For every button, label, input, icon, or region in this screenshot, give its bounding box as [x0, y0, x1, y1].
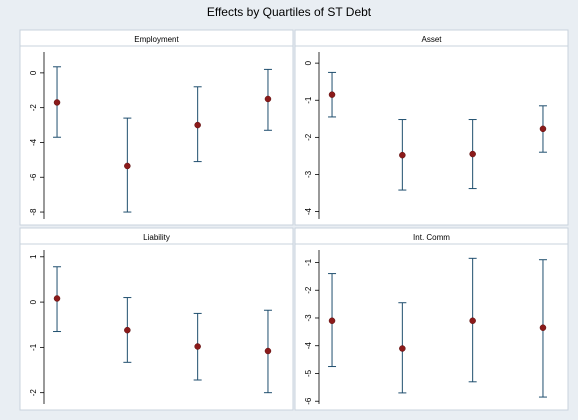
- panels: Employment 0 -2 -4 -6 -8 Asset 0 -1 -2 -3 -4 Liabili…: [19, 29, 569, 411]
- y-tick-label: -1: [29, 343, 38, 351]
- panel-strip: [294, 29, 569, 47]
- y-tick-label: 0: [29, 70, 38, 75]
- point-estimate: [53, 295, 61, 302]
- panel-title: Liability: [143, 233, 170, 242]
- y-tick-label: -2: [304, 286, 313, 294]
- y-tick-label: -6: [29, 173, 38, 181]
- point-estimate: [539, 125, 547, 133]
- point-estimate: [399, 151, 406, 159]
- point-estimate: [264, 347, 272, 355]
- panel-frame: [294, 29, 569, 226]
- y-tick-label: -6: [304, 397, 313, 405]
- point-estimate: [53, 99, 61, 106]
- point-estimate: [328, 91, 336, 98]
- y-tick-label: -4: [304, 342, 313, 350]
- y-tick-label: -4: [29, 138, 38, 146]
- panel-strip: [294, 227, 569, 245]
- y-tick-label: -4: [304, 207, 313, 215]
- y-tick-label: -8: [29, 208, 38, 216]
- y-tick-label: -2: [29, 389, 38, 397]
- y-tick-label: -1: [304, 96, 313, 104]
- point-estimate: [469, 317, 476, 325]
- point-estimate: [124, 326, 131, 334]
- panel-title: Int. Comm: [413, 233, 450, 242]
- y-tick-label: -5: [304, 369, 313, 377]
- y-tick-label: -3: [304, 170, 313, 178]
- point-estimate: [539, 324, 547, 331]
- y-tick-label: 0: [29, 299, 38, 304]
- figure-title: Effects by Quartiles of ST Debt: [207, 5, 372, 19]
- point-estimate: [469, 150, 476, 158]
- panel-frame: [19, 29, 294, 226]
- panel-strip: [19, 29, 294, 47]
- panel-frame: [19, 227, 294, 411]
- point-estimate: [399, 345, 406, 352]
- panel-4: Int. Comm -1 -2 -3 -4 -5 -6: [294, 227, 569, 411]
- point-estimate: [328, 317, 336, 325]
- panel-strip: [19, 227, 294, 245]
- y-tick-label: 0: [304, 60, 313, 65]
- panel-1: Employment 0 -2 -4 -6 -8: [19, 29, 294, 226]
- point-estimate: [264, 95, 272, 103]
- y-tick-label: -2: [29, 104, 38, 112]
- panel-2: Asset 0 -1 -2 -3 -4: [294, 29, 569, 226]
- y-tick-label: -3: [304, 314, 313, 322]
- point-estimate: [194, 343, 201, 350]
- point-estimate: [124, 162, 131, 170]
- point-estimate: [194, 121, 201, 129]
- y-tick-label: -1: [304, 258, 313, 266]
- panel-title: Asset: [421, 35, 442, 44]
- y-tick-label: -2: [304, 133, 313, 141]
- y-tick-label: 1: [29, 254, 38, 259]
- panel-3: Liability 1 0 -1 -2: [19, 227, 294, 411]
- panel-title: Employment: [134, 35, 179, 44]
- panel-frame: [294, 227, 569, 411]
